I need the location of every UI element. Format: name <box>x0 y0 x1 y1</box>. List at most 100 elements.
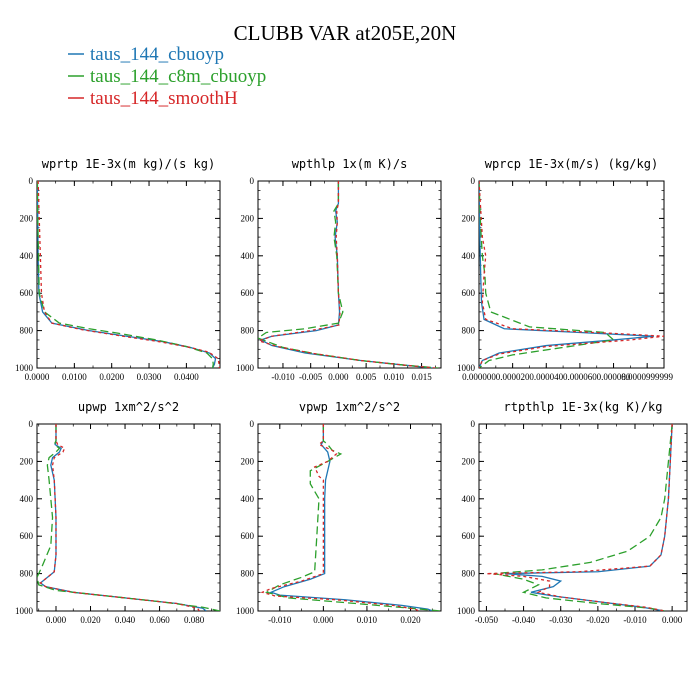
panel: wprtp 1E-3x(m kg)/(s kg) 0 200 400 600 800 100… <box>15 157 221 382</box>
x-tick-label: 0.0200 <box>99 372 124 382</box>
panel-title: rtpthlp 1E-3x(kg K)/kg <box>504 400 663 414</box>
x-tick-label: 0.010 <box>384 372 405 382</box>
y-tick-label: 400 <box>462 251 476 261</box>
y-tick-label: 200 <box>241 456 255 466</box>
y-tick-label: 400 <box>20 251 34 261</box>
x-tick-label: -0.010 <box>623 615 647 625</box>
y-tick-label: 800 <box>462 569 476 579</box>
legend-label: taus_144_smoothH <box>90 88 238 109</box>
x-tick-label: 0.0300 <box>137 372 162 382</box>
plot-frame <box>36 180 221 369</box>
x-tick-label: 0.015 <box>411 372 432 382</box>
y-tick-label: 800 <box>241 569 255 579</box>
x-tick-label: 0.020 <box>80 615 101 625</box>
y-tick-label: 600 <box>20 288 34 298</box>
x-tick-label: -0.020 <box>586 615 610 625</box>
x-tick-label: 0.0400 <box>174 372 199 382</box>
y-tick-label: 1000 <box>15 606 34 616</box>
series-line <box>37 181 217 368</box>
y-tick-label: 200 <box>20 213 34 223</box>
x-tick-label: -0.040 <box>512 615 536 625</box>
y-tick-label: 1000 <box>15 363 34 373</box>
y-tick-label: 600 <box>241 288 255 298</box>
plot-frame <box>257 180 442 369</box>
y-tick-label: 1000 <box>457 363 476 373</box>
series-line <box>479 181 664 368</box>
legend-label: taus_144_cbuoyp <box>90 44 224 65</box>
y-tick-label: 400 <box>241 494 255 504</box>
series-line <box>479 181 616 368</box>
series-line <box>264 424 441 611</box>
series-line <box>504 424 673 611</box>
panel-title: upwp 1xm^2/s^2 <box>78 400 179 414</box>
y-tick-label: 200 <box>462 456 476 466</box>
y-tick-label: 600 <box>20 531 34 541</box>
x-tick-label: 0.000060 <box>563 372 597 382</box>
legend-label: taus_144_c8m_cbuoyp <box>90 66 266 87</box>
series-line <box>260 424 420 611</box>
x-tick-label: -0.050 <box>475 615 499 625</box>
series-line <box>258 181 436 368</box>
x-tick-label: 0.0000 <box>25 372 50 382</box>
y-tick-label: 1000 <box>457 606 476 616</box>
y-tick-label: 1000 <box>236 606 255 616</box>
x-tick-label: 0.000 <box>313 615 334 625</box>
x-tick-label: 0.000000 <box>462 372 496 382</box>
legend-item: taus_144_c8m_cbuoyp <box>68 66 266 87</box>
series-line <box>258 181 439 368</box>
x-tick-label: 0.020 <box>400 615 421 625</box>
panel-title: vpwp 1xm^2/s^2 <box>299 400 400 414</box>
x-tick-label: -0.005 <box>299 372 323 382</box>
y-tick-label: 1000 <box>236 363 255 373</box>
legend-item: taus_144_smoothH <box>68 88 238 109</box>
y-tick-label: 600 <box>462 288 476 298</box>
y-tick-label: 0 <box>471 419 476 429</box>
x-tick-label: 0.000 <box>328 372 349 382</box>
series-line <box>37 181 220 368</box>
panel-title: wprtp 1E-3x(m kg)/(s kg) <box>42 157 215 171</box>
y-tick-label: 600 <box>241 531 255 541</box>
y-tick-label: 600 <box>462 531 476 541</box>
series-line <box>39 424 200 611</box>
plot-frame <box>478 423 688 612</box>
y-tick-label: 0 <box>250 176 255 186</box>
y-tick-label: 800 <box>462 326 476 336</box>
panel: wprcp 1E-3x(m/s) (kg/kg) 0 200 400 600 800 100… <box>457 157 674 382</box>
x-tick-label: 0.040 <box>115 615 136 625</box>
x-tick-label: 0.010 <box>357 615 378 625</box>
series-line <box>39 424 207 611</box>
x-tick-label: 0.005 <box>356 372 377 382</box>
series-line <box>37 424 220 611</box>
panel-title: wpthlp 1x(m K)/s <box>292 157 408 171</box>
y-tick-label: 400 <box>20 494 34 504</box>
series-line <box>486 424 673 611</box>
panel: wpthlp 1x(m K)/s 0 200 400 600 800 1000 -0.010-… <box>236 157 442 382</box>
panel: rtpthlp 1E-3x(kg K)/kg02004006008001000-… <box>457 400 688 625</box>
series-line <box>269 424 433 611</box>
figure-title: CLUBB VAR at205E,20N <box>234 21 457 45</box>
x-tick-label: 0.060 <box>149 615 170 625</box>
y-tick-label: 200 <box>462 213 476 223</box>
legend-item: taus_144_cbuoyp <box>68 44 224 65</box>
plot-frame <box>478 180 665 369</box>
plot-frame <box>36 423 221 612</box>
x-tick-label: -0.010 <box>268 615 292 625</box>
legend: taus_144_cbuoyp taus_144_c8m_cbuoyp taus… <box>68 44 266 109</box>
x-tick-label: 0.0000999999 <box>621 372 673 382</box>
series-line <box>493 424 673 611</box>
y-tick-label: 200 <box>20 456 34 466</box>
panel: upwp 1xm^2/s^2 0 200 400 600 800 1000 0.000 0.02… <box>15 400 221 625</box>
x-tick-label: 0.000 <box>662 615 683 625</box>
series-line <box>37 181 214 368</box>
x-tick-label: 0.000 <box>46 615 67 625</box>
x-tick-label: -0.010 <box>271 372 295 382</box>
y-tick-label: 800 <box>241 326 255 336</box>
x-tick-label: 0.000020 <box>496 372 530 382</box>
panel-title: wprcp 1E-3x(m/s) (kg/kg) <box>485 157 658 171</box>
x-tick-label: 0.080 <box>184 615 205 625</box>
y-tick-label: 400 <box>462 494 476 504</box>
y-tick-label: 0 <box>250 419 255 429</box>
y-tick-label: 0 <box>471 176 476 186</box>
panels: wprtp 1E-3x(m kg)/(s kg) 0 200 400 600 800 100… <box>15 157 688 625</box>
